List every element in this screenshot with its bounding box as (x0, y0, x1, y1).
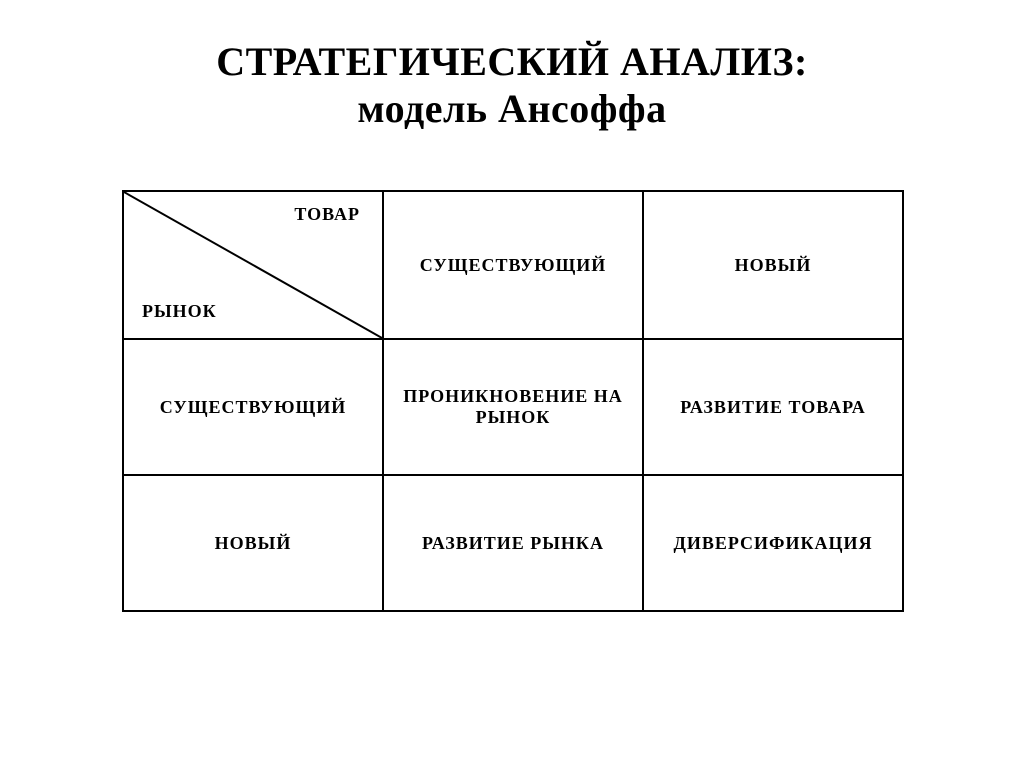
cell-diversification: ДИВЕРСИФИКАЦИЯ (643, 475, 903, 611)
table-row: НОВЫЙ РАЗВИТИЕ РЫНКА ДИВЕРСИФИКАЦИЯ (123, 475, 903, 611)
ansoff-table: ТОВАР РЫНОК СУЩЕСТВУЮЩИЙ НОВЫЙ СУЩЕСТВУЮ… (122, 190, 904, 612)
table-row: СУЩЕСТВУЮЩИЙ ПРОНИКНОВЕНИЕ НА РЫНОК РАЗВ… (123, 339, 903, 475)
diagonal-top-label: ТОВАР (294, 204, 360, 225)
ansoff-matrix: ТОВАР РЫНОК СУЩЕСТВУЮЩИЙ НОВЫЙ СУЩЕСТВУЮ… (122, 190, 902, 612)
cell-market-development: РАЗВИТИЕ РЫНКА (383, 475, 643, 611)
title-line-1: СТРАТЕГИЧЕСКИЙ АНАЛИЗ: (0, 38, 1024, 85)
title-block: СТРАТЕГИЧЕСКИЙ АНАЛИЗ: модель Ансоффа (0, 0, 1024, 162)
cell-product-development: РАЗВИТИЕ ТОВАРА (643, 339, 903, 475)
title-line-2: модель Ансоффа (0, 85, 1024, 132)
diagonal-header-cell: ТОВАР РЫНОК (123, 191, 383, 339)
column-header-new: НОВЫЙ (643, 191, 903, 339)
row-header-existing: СУЩЕСТВУЮЩИЙ (123, 339, 383, 475)
row-header-new: НОВЫЙ (123, 475, 383, 611)
diagonal-bottom-label: РЫНОК (142, 301, 217, 322)
column-header-existing: СУЩЕСТВУЮЩИЙ (383, 191, 643, 339)
cell-penetration: ПРОНИКНОВЕНИЕ НА РЫНОК (383, 339, 643, 475)
header-row: ТОВАР РЫНОК СУЩЕСТВУЮЩИЙ НОВЫЙ (123, 191, 903, 339)
